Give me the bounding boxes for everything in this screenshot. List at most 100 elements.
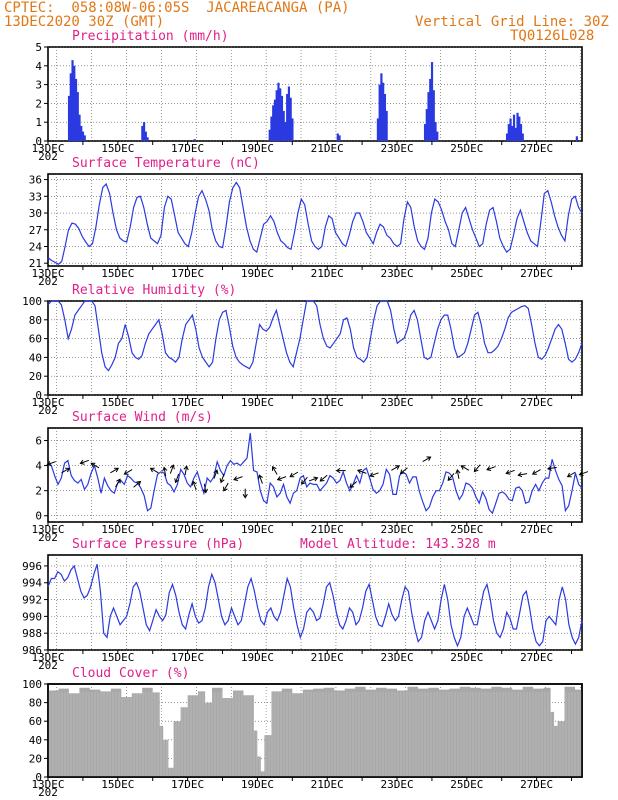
precip-ytick-label: 1 xyxy=(35,116,42,129)
pres-xtick-label: 27DEC xyxy=(520,651,553,664)
wind-arrow xyxy=(474,464,481,472)
wind-arrow xyxy=(175,473,180,483)
rh-xtick-label: 25DEC xyxy=(450,396,483,409)
cloud-ytick-label: 80 xyxy=(29,697,42,710)
precip-ytick-label: 5 xyxy=(35,41,42,54)
wind-ytick-label: 2 xyxy=(35,485,42,498)
pres-xtick-label: 13DEC xyxy=(31,651,64,664)
wind-arrow-head xyxy=(301,479,306,485)
wind-arrow-head xyxy=(233,476,239,482)
wind-arrow xyxy=(192,481,197,491)
cloud-xtick-label: 13DEC xyxy=(31,778,64,791)
wind-xtick-label: 27DEC xyxy=(520,523,553,536)
precip-bar xyxy=(71,60,74,141)
rh-xtick-label: 19DEC xyxy=(241,396,274,409)
precip-bar xyxy=(521,133,524,141)
header-grid-line: Vertical Grid Line: 30Z xyxy=(415,14,609,30)
wind-xtick-label: 13DEC xyxy=(31,523,64,536)
cloud-ytick-label: 60 xyxy=(29,715,42,728)
precip-xtick-label: 19DEC xyxy=(241,142,274,155)
wind-arrow-head xyxy=(486,466,492,472)
wind-arrow-head xyxy=(369,472,375,478)
precip-bar xyxy=(277,82,280,141)
cloud-xtick-label: 17DEC xyxy=(171,778,204,791)
rh-ytick-label: 0 xyxy=(35,389,42,402)
wind-arrow xyxy=(169,464,174,474)
precip-bar xyxy=(279,88,282,141)
rh-ytick-label: 40 xyxy=(29,351,42,364)
wind-arrow xyxy=(272,466,278,475)
pres-frame xyxy=(47,554,583,651)
wind-arrow xyxy=(184,466,188,476)
precip-bar xyxy=(516,112,519,141)
pres-ytick-label: 996 xyxy=(22,560,42,573)
wind-arrow-head xyxy=(349,483,355,488)
wind-arrow-head xyxy=(149,467,155,473)
wind-arrow xyxy=(357,469,367,474)
wind-arrow-head xyxy=(505,469,511,475)
wind-arrow xyxy=(133,481,141,488)
wind-arrow xyxy=(456,469,460,479)
wind-arrow-head xyxy=(65,467,71,473)
wind-title: Surface Wind (m/s) xyxy=(72,410,213,425)
wind-arrow-head xyxy=(223,486,228,492)
precip-bar xyxy=(272,105,275,141)
pres-xtick-label: 17DEC xyxy=(171,651,204,664)
wind-arrow xyxy=(223,482,229,492)
wind-arrow-head xyxy=(90,462,96,468)
wind-arrow-head xyxy=(114,467,120,473)
pres-ytick-label: 990 xyxy=(22,610,42,623)
wind-arrow-head xyxy=(183,465,189,471)
precip-bar xyxy=(284,122,287,141)
precip-bar xyxy=(427,92,430,141)
pres-series-line xyxy=(47,564,583,648)
wind-arrow xyxy=(220,473,225,483)
wind-xtick-year: 202 xyxy=(38,531,58,544)
temp-ytick-label: 30 xyxy=(29,207,42,220)
temp-xtick-label: 13DEC xyxy=(31,267,64,280)
pres-xtick-label: 15DEC xyxy=(101,651,134,664)
precip-xtick-label: 17DEC xyxy=(171,142,204,155)
wind-series-line xyxy=(47,432,583,515)
wind-arrow xyxy=(579,471,589,476)
precip-bar xyxy=(383,94,387,141)
wind-xtick-label: 23DEC xyxy=(380,523,413,536)
precip-bar xyxy=(380,73,383,141)
cloud-frame-top xyxy=(47,683,583,778)
precip-bar xyxy=(78,114,81,141)
wind-arrow xyxy=(532,469,541,475)
cloud-xtick-label: 25DEC xyxy=(450,778,483,791)
rh-xtick-year: 202 xyxy=(38,404,58,417)
precip-bar xyxy=(382,82,385,141)
precip-bar xyxy=(268,129,271,141)
pres-xtick-label: 21DEC xyxy=(311,651,344,664)
precip-bar xyxy=(69,73,72,141)
precip-bar xyxy=(575,136,578,141)
pres-title: Surface Pressure (hPa) xyxy=(72,537,244,552)
precip-bar xyxy=(511,125,514,141)
wind-arrow-head xyxy=(335,467,341,474)
wind-arrow xyxy=(391,465,400,471)
rh-title: Relative Humidity (%) xyxy=(72,283,236,298)
precip-bar xyxy=(512,114,516,141)
wind-arrow xyxy=(460,465,470,471)
wind-xtick-label: 21DEC xyxy=(311,523,344,536)
precip-bar xyxy=(430,62,434,141)
precip-bar xyxy=(287,86,291,141)
precip-bar xyxy=(142,122,146,141)
wind-arrow-head xyxy=(460,465,466,470)
wind-arrow-head xyxy=(213,469,219,475)
precip-bar xyxy=(146,137,149,141)
wind-arrow-head xyxy=(258,474,263,480)
wind-arrow xyxy=(47,461,56,466)
precip-bar xyxy=(434,122,437,141)
cloud-ytick-label: 40 xyxy=(29,734,42,747)
wind-arrow-head xyxy=(174,478,180,484)
temp-xtick-label: 17DEC xyxy=(171,267,204,280)
pres-xtick-label: 19DEC xyxy=(241,651,274,664)
wind-arrow xyxy=(301,476,308,485)
pres-ytick-label: 986 xyxy=(22,644,42,657)
wind-arrow-head xyxy=(531,470,537,475)
precip-bar xyxy=(275,90,278,141)
wind-arrow xyxy=(349,481,358,488)
